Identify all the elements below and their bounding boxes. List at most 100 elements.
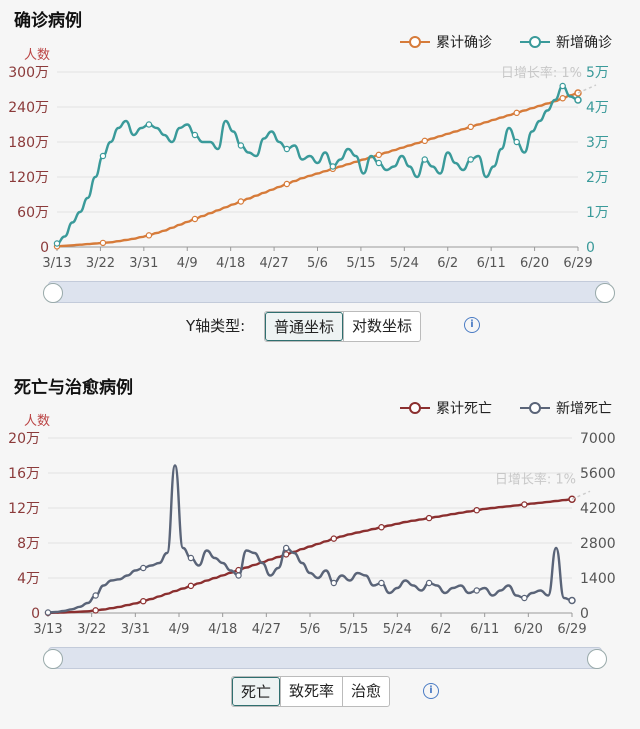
deaths-button[interactable]: 死亡 <box>232 677 281 706</box>
linear-scale-button[interactable]: 普通坐标 <box>265 312 344 341</box>
legend-marker-icon <box>400 402 430 414</box>
x-tick-label: 6/11 <box>470 622 499 637</box>
left-tick-label: 16万 <box>8 466 40 482</box>
legend-label: 新增死亡 <box>556 401 612 417</box>
x-tick-label: 6/20 <box>520 256 549 271</box>
data-point <box>237 198 245 205</box>
data-point <box>330 535 338 542</box>
x-tick-label: 5/15 <box>346 256 375 271</box>
chart1-legend-new[interactable]: 新增确诊 <box>520 32 612 52</box>
info-icon[interactable]: i <box>464 317 480 333</box>
series-line-daily <box>47 464 573 614</box>
log-scale-button[interactable]: 对数坐标 <box>343 312 420 341</box>
slider-handle-left[interactable] <box>43 283 63 303</box>
right-tick-label: 4200 <box>580 501 616 517</box>
right-tick-label: 0 <box>586 240 595 256</box>
data-point <box>145 232 153 239</box>
left-tick-label: 12万 <box>8 501 40 517</box>
fatality-rate-button[interactable]: 致死率 <box>280 677 342 706</box>
data-point <box>92 607 99 614</box>
data-point <box>473 587 480 594</box>
chart1-legend-cumulative[interactable]: 累计确诊 <box>400 32 492 52</box>
chart1-zoom-slider[interactable] <box>43 281 615 303</box>
x-tick-label: 6/11 <box>477 256 506 271</box>
x-tick-label: 6/20 <box>514 622 543 637</box>
yaxis-type-label: Y轴类型: <box>186 317 246 335</box>
data-point <box>421 156 428 163</box>
x-tick-label: 6/2 <box>431 622 452 637</box>
data-point <box>44 609 52 616</box>
legend-marker-icon <box>520 36 550 48</box>
x-tick-label: 6/2 <box>437 256 458 271</box>
slider-handle-right[interactable] <box>595 283 615 303</box>
slider-handle-right[interactable] <box>587 649 607 669</box>
x-tick-label: 3/31 <box>121 622 150 637</box>
x-tick-label: 4/18 <box>216 256 245 271</box>
x-tick-label: 5/24 <box>390 256 419 271</box>
data-point <box>559 95 566 102</box>
slider-handle-left[interactable] <box>43 649 63 669</box>
left-tick-label: 4万 <box>17 571 40 587</box>
right-tick-label: 2800 <box>580 536 616 552</box>
data-point <box>237 142 245 149</box>
data-point <box>145 121 153 128</box>
x-tick-label: 3/31 <box>129 256 158 271</box>
series-line-cumulative <box>56 91 579 248</box>
chart2-legend-new[interactable]: 新增死亡 <box>520 398 612 418</box>
legend-label: 累计死亡 <box>436 401 492 417</box>
chart2-plot: 0 0 4万 1400 8万 2800 12万 4200 16万 5600 20万 7000 3/13 3… <box>8 431 616 637</box>
chart1-title: 确诊病例 <box>14 11 82 31</box>
data-point <box>140 564 147 572</box>
x-tick-label: 3/13 <box>42 256 71 271</box>
chart2-legend-cumulative[interactable]: 累计死亡 <box>400 398 492 418</box>
right-tick-label: 1万 <box>586 205 609 221</box>
legend-label: 累计确诊 <box>436 35 492 51</box>
data-point <box>513 109 520 117</box>
chart1-plot: 0 0 60万 1万 120万 2万 180万 3万 240万 4万 300万 5万 3/13 3/22 3… <box>8 65 609 271</box>
x-tick-label: 5/15 <box>339 622 368 637</box>
chart2-title: 死亡与治愈病例 <box>14 378 133 398</box>
right-tick-label: 5600 <box>580 466 616 482</box>
x-tick-label: 4/27 <box>259 256 288 271</box>
data-point <box>375 159 382 167</box>
x-tick-label: 4/27 <box>252 622 281 637</box>
data-point <box>559 82 566 90</box>
right-tick-label: 1400 <box>580 571 616 587</box>
data-point <box>521 594 528 602</box>
data-point <box>513 138 520 146</box>
metric-toggle: 死亡 致死率 治愈 <box>231 676 391 707</box>
data-point <box>99 239 107 247</box>
chart2-left-unit: 人数 <box>24 414 51 429</box>
legend-label: 新增确诊 <box>556 35 612 51</box>
data-point <box>568 596 576 605</box>
left-tick-label: 180万 <box>8 135 49 151</box>
left-tick-label: 240万 <box>8 100 49 116</box>
right-tick-label: 3万 <box>586 135 609 151</box>
data-point <box>140 597 147 605</box>
recovered-button[interactable]: 治愈 <box>342 677 389 706</box>
data-point <box>421 137 428 145</box>
left-tick-label: 0 <box>31 606 40 622</box>
data-point <box>187 582 195 590</box>
growth-rate-annotation: 日增长率: 1% <box>495 471 576 487</box>
data-point <box>283 180 291 188</box>
series-line-cumulative <box>47 498 573 615</box>
data-point <box>92 592 99 599</box>
right-tick-label: 0 <box>580 606 589 622</box>
series-line-daily <box>56 84 579 245</box>
data-point <box>187 554 195 562</box>
chart2-zoom-slider[interactable] <box>43 647 607 669</box>
growth-rate-annotation: 日增长率: 1% <box>501 65 582 81</box>
data-point <box>235 572 242 579</box>
left-tick-label: 8万 <box>17 536 40 552</box>
x-tick-label: 5/6 <box>300 622 321 637</box>
data-point <box>378 524 385 531</box>
data-point <box>375 151 382 159</box>
info-icon[interactable]: i <box>423 683 439 699</box>
data-point <box>467 156 474 163</box>
data-point <box>425 579 433 587</box>
data-point <box>53 240 61 247</box>
data-point <box>378 579 385 587</box>
x-tick-label: 4/18 <box>208 622 237 637</box>
data-point <box>99 152 107 160</box>
